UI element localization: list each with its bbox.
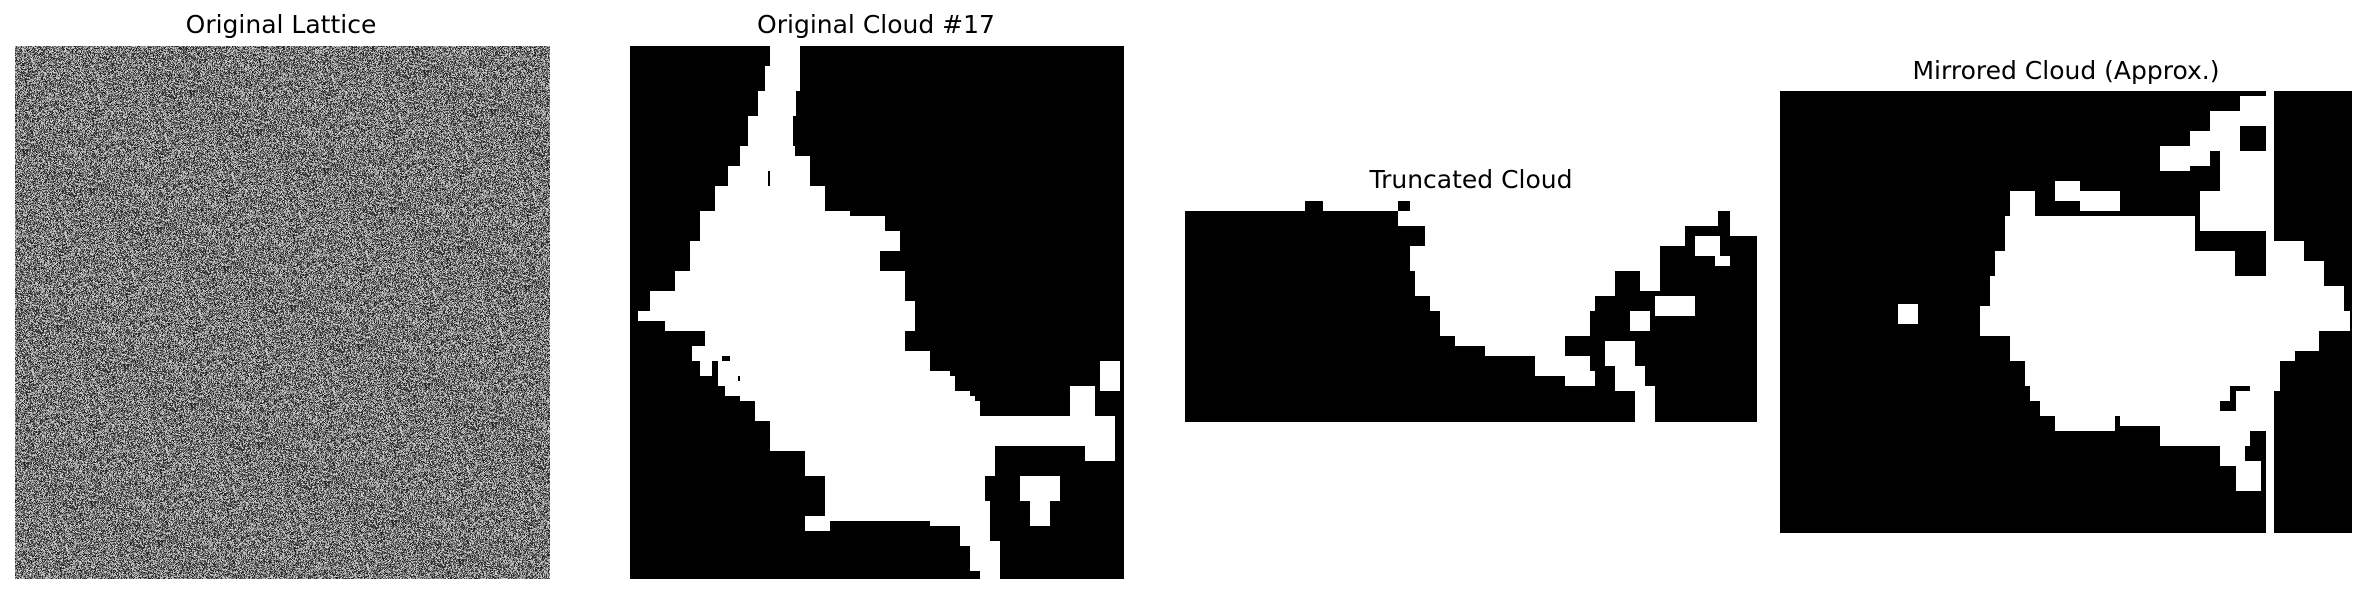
panel-title-original-cloud: Original Cloud #17 <box>757 10 995 39</box>
panel-title-mirrored-cloud: Mirrored Cloud (Approx.) <box>1912 56 2220 85</box>
lattice-image <box>15 46 550 579</box>
original-cloud-image <box>630 46 1124 579</box>
panel-title-lattice: Original Lattice <box>185 10 377 39</box>
truncated-cloud-image <box>1185 201 1757 422</box>
mirrored-cloud-mask <box>1898 91 2350 533</box>
panel-title-truncated-cloud: Truncated Cloud <box>1369 165 1573 194</box>
truncated-cloud-mask <box>1185 201 1757 422</box>
mirrored-cloud-image <box>1780 91 2352 533</box>
original-cloud-mask <box>638 46 1120 579</box>
lattice-noise-canvas <box>15 46 550 579</box>
